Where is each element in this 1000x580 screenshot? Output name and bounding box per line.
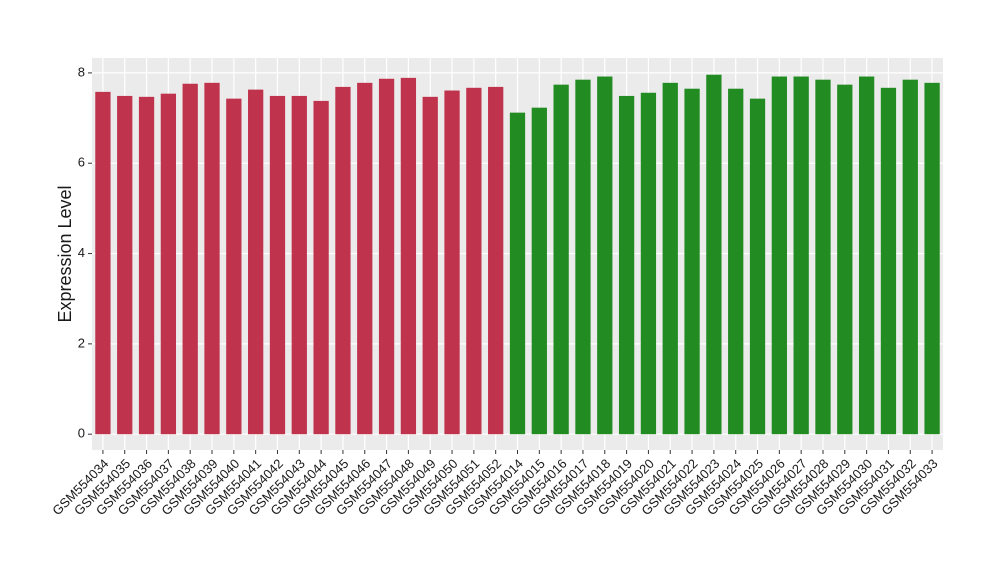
bar	[444, 90, 460, 435]
bar	[728, 88, 744, 435]
bar	[880, 87, 897, 435]
bar	[95, 91, 111, 435]
bar	[640, 92, 657, 435]
bar	[771, 76, 787, 435]
bar	[706, 74, 722, 435]
bar	[182, 83, 198, 435]
bar	[466, 87, 482, 435]
y-tick-label: 8	[78, 64, 85, 79]
bar	[575, 79, 591, 435]
bar	[160, 93, 177, 435]
bar	[335, 86, 351, 435]
bar	[509, 112, 526, 435]
bar	[924, 82, 940, 435]
bar	[837, 84, 853, 435]
bar	[902, 79, 918, 435]
y-tick-label: 2	[78, 335, 85, 350]
bar	[357, 82, 373, 435]
bar	[204, 82, 220, 435]
bar	[138, 96, 155, 435]
bar	[815, 79, 831, 435]
bar	[749, 98, 766, 435]
bar	[313, 100, 329, 435]
bar	[400, 77, 417, 435]
y-tick-label: 0	[78, 426, 85, 441]
bar	[684, 88, 700, 435]
bar	[269, 95, 286, 435]
bar	[488, 86, 504, 435]
bar	[553, 84, 569, 435]
bar	[618, 95, 635, 435]
bar	[248, 89, 264, 435]
bar	[226, 98, 242, 435]
bar	[422, 96, 438, 435]
bar	[291, 95, 307, 435]
y-axis-title: Expression Level	[55, 185, 75, 322]
y-tick-label: 4	[78, 245, 85, 260]
bar	[858, 76, 875, 435]
bar	[378, 78, 395, 435]
bar	[662, 82, 678, 435]
bar	[531, 107, 547, 435]
bar	[793, 76, 809, 435]
bar	[117, 95, 133, 435]
bar	[597, 76, 613, 435]
y-tick-label: 6	[78, 155, 85, 170]
